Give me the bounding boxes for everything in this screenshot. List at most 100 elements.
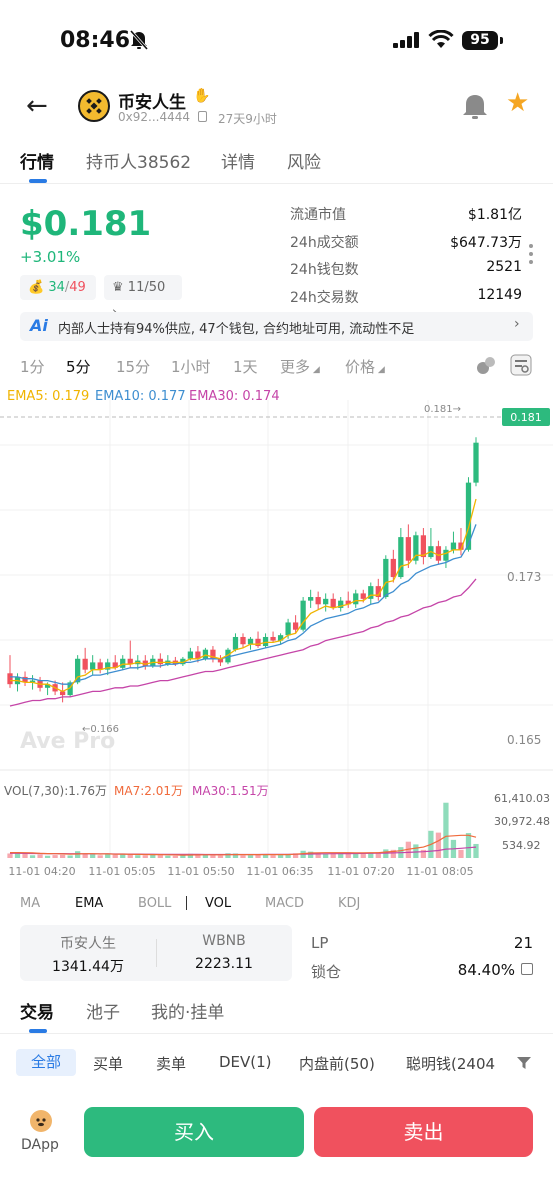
candle-body xyxy=(390,558,396,578)
lock-label: 锁仓 xyxy=(311,963,342,981)
volume-bar xyxy=(202,854,209,858)
ema5-line xyxy=(10,498,477,693)
volume-bars xyxy=(7,802,479,858)
volume-bar xyxy=(217,855,224,858)
drawing-tools-icon[interactable] xyxy=(475,354,497,376)
pool-divider xyxy=(156,939,157,967)
tab-details[interactable]: 详情 xyxy=(221,153,255,173)
volume-bar xyxy=(187,853,194,858)
volume-bar xyxy=(232,853,239,858)
candle-body xyxy=(90,662,96,670)
candle-body xyxy=(360,593,366,599)
tab-market[interactable]: 行情 xyxy=(20,153,54,173)
candle-body xyxy=(255,638,261,647)
indicator-ema[interactable]: EMA xyxy=(75,896,104,911)
stat-label: 24h钱包数 xyxy=(290,262,359,278)
timeframe-1h[interactable]: 1小时 xyxy=(171,358,211,376)
ema30-line xyxy=(9,578,477,707)
dapp-icon[interactable] xyxy=(30,1110,52,1132)
volume-bar xyxy=(435,832,442,858)
price-type-label: 价格 xyxy=(345,358,376,376)
favorite-star-icon[interactable]: ★ xyxy=(506,88,530,118)
indicator-ma[interactable]: MA xyxy=(20,896,41,911)
dapp-label[interactable]: DApp xyxy=(21,1137,59,1153)
timeframe-1m[interactable]: 1分 xyxy=(20,358,45,376)
chart-settings-icon[interactable] xyxy=(510,354,532,376)
filter-buy[interactable]: 买单 xyxy=(93,1055,124,1073)
filter-sell[interactable]: 卖单 xyxy=(156,1055,187,1073)
token-address[interactable]: 0x92...4444 xyxy=(118,110,190,124)
x-tick-label: 11-01 05:50 xyxy=(167,865,234,878)
filter-smart-money[interactable]: 聪明钱(2404) xyxy=(406,1055,496,1073)
sell-button[interactable]: 卖出 xyxy=(314,1107,533,1157)
indicator-macd[interactable]: MACD xyxy=(265,896,304,911)
volume-bar xyxy=(405,841,411,858)
filter-pre-bonding[interactable]: 内盘前(50) xyxy=(299,1055,375,1073)
stat-label: 24h交易数 xyxy=(290,290,359,306)
alert-bell-icon[interactable] xyxy=(462,92,488,120)
candle-body xyxy=(458,542,464,550)
timeframe-1d[interactable]: 1天 xyxy=(233,358,258,376)
lp-label: LP xyxy=(311,934,329,952)
candle-body xyxy=(202,649,209,659)
filter-all[interactable]: 全部 xyxy=(16,1049,76,1076)
volume-bar xyxy=(44,855,51,858)
tab-my-orders[interactable]: 我的·挂单 xyxy=(151,1003,225,1023)
candle-body xyxy=(323,598,329,605)
external-link-icon[interactable] xyxy=(521,963,533,975)
candle-body xyxy=(473,442,479,483)
candle-body xyxy=(285,622,291,636)
filter-dev[interactable]: DEV(1) xyxy=(219,1053,272,1071)
candle-body xyxy=(315,597,321,605)
ai-insight-bar[interactable] xyxy=(20,312,533,341)
cellular-signal-icon xyxy=(393,32,419,48)
price-chart[interactable]: Ave Pro 0.181 0.181→ ←0.166 0.173 0.165 … xyxy=(0,400,553,890)
candle-body xyxy=(405,537,411,561)
volume-bar xyxy=(473,843,479,858)
more-vertical-icon[interactable] xyxy=(529,244,533,268)
price-type-select[interactable]: 价格 ◢ xyxy=(345,358,385,376)
volume-bar xyxy=(285,853,291,858)
x-tick-label: 11-01 04:20 xyxy=(8,865,75,878)
back-arrow-icon[interactable]: ← xyxy=(26,91,48,121)
volume-bar xyxy=(75,851,81,858)
candle-body xyxy=(353,593,359,605)
timeframe-5m[interactable]: 5分 xyxy=(66,358,91,376)
candle-body xyxy=(210,649,216,659)
volume-bar xyxy=(210,855,216,858)
x-tick-label: 11-01 08:05 xyxy=(406,865,473,878)
candle-body xyxy=(232,636,239,650)
money-bag-chip[interactable]: 💰 34/49 xyxy=(20,275,96,300)
high-price-marker: 0.181→ xyxy=(424,404,461,415)
indicator-boll[interactable]: BOLL xyxy=(138,896,172,911)
filter-funnel-icon[interactable] xyxy=(516,1055,532,1071)
candle-body xyxy=(180,658,186,665)
tab-trades[interactable]: 交易 xyxy=(20,1003,54,1023)
candle-body xyxy=(375,586,381,598)
pool-token-amount: 1341.44万 xyxy=(52,959,124,975)
bottom-tabs-divider xyxy=(0,1033,553,1034)
battery-tip xyxy=(500,37,503,44)
x-tick-label: 11-01 06:35 xyxy=(246,865,313,878)
stat-label: 24h成交额 xyxy=(290,235,359,251)
indicator-vol[interactable]: VOL xyxy=(205,896,232,911)
rank-chip[interactable]: ♛ 11/50 › xyxy=(104,275,182,320)
candle-body xyxy=(292,622,299,630)
candle-body xyxy=(368,586,374,599)
tab-holders[interactable]: 持币人38562 xyxy=(86,153,192,173)
verified-hand-icon: ✋ xyxy=(193,88,211,104)
tab-indicator xyxy=(29,179,47,183)
x-axis-ticks: 11-01 04:20 11-01 05:05 11-01 05:50 11-01 0… xyxy=(8,865,473,878)
buy-button[interactable]: 买入 xyxy=(84,1107,304,1157)
indicator-kdj[interactable]: KDJ xyxy=(338,896,361,911)
volume-bar xyxy=(255,854,261,858)
timeframe-more[interactable]: 更多 ◢ xyxy=(280,358,320,376)
current-price-tag xyxy=(502,408,550,426)
volume-bar xyxy=(390,849,396,858)
tab-risk[interactable]: 风险 xyxy=(287,153,321,173)
volume-bar xyxy=(37,854,43,858)
volume-bar xyxy=(14,852,21,858)
tab-pools[interactable]: 池子 xyxy=(86,1003,120,1023)
copy-icon[interactable] xyxy=(198,111,207,122)
timeframe-15m[interactable]: 15分 xyxy=(116,358,151,376)
